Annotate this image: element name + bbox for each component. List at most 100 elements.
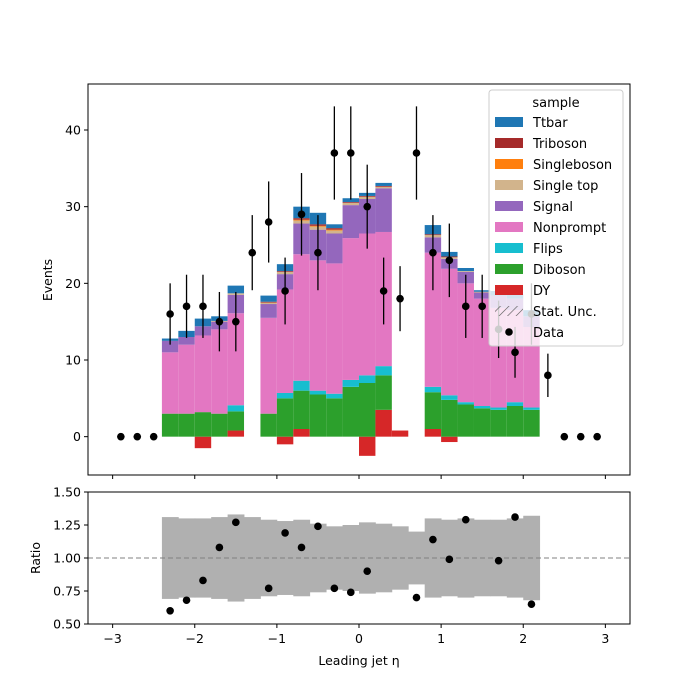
ratio-point <box>363 567 372 575</box>
ratio-point <box>330 584 339 593</box>
bar-nonprompt <box>227 313 245 406</box>
bar-signal <box>326 233 343 264</box>
data-point <box>396 294 404 303</box>
legend-label: Singleboson <box>533 158 612 173</box>
ratio-panel: 0.50 0.75 1.00 1.25 1.50 −3 −2 −1 0 1 2 3 Ratio Le… <box>28 485 631 668</box>
bar-flips <box>359 375 376 383</box>
legend: sample Ttbar Triboson Singleboson Single to… <box>488 89 624 347</box>
ratio-point <box>346 588 355 597</box>
y-tick-label: 1.50 <box>53 485 81 500</box>
stacked-histogram <box>161 182 540 456</box>
bar-triboson <box>326 228 343 230</box>
data-point <box>445 256 454 265</box>
bar-diboson <box>523 409 540 437</box>
uncertainty-band-segment <box>293 519 311 597</box>
bar-nonprompt <box>211 329 228 414</box>
bar-nonprompt <box>359 233 376 376</box>
bar-diboson <box>457 404 474 437</box>
bar-ttbar <box>227 285 245 294</box>
ratio-point <box>445 555 454 564</box>
bar-flips <box>506 402 524 406</box>
legend-title: sample <box>532 96 579 111</box>
data-point <box>248 248 257 257</box>
data-point <box>429 248 437 257</box>
data-point <box>149 432 158 441</box>
ratio-y-axis-label: Ratio <box>28 542 43 574</box>
bar-single-top <box>342 202 359 206</box>
y-tick-label: 20 <box>65 276 81 291</box>
bar-single-top <box>260 302 277 305</box>
bar-nonprompt <box>178 344 195 414</box>
bar-triboson <box>375 185 392 187</box>
bar-singleboson <box>326 229 343 231</box>
legend-item-singleboson: Singleboson <box>495 158 612 173</box>
bar-nonprompt <box>161 352 179 414</box>
bar-dy <box>391 430 409 437</box>
legend-item-signal: Signal <box>495 200 573 215</box>
data-point <box>264 218 273 226</box>
bar-diboson <box>276 398 294 437</box>
uncertainty-band-segment <box>375 523 393 593</box>
ratio-point <box>511 513 519 521</box>
legend-swatch <box>495 264 523 274</box>
legend-label: DY <box>533 284 550 299</box>
bar-diboson <box>359 383 376 437</box>
bar-flips <box>227 405 245 412</box>
bar-ttbar <box>326 224 343 229</box>
bar-diboson <box>161 413 179 437</box>
uncertainty-band-segment <box>276 521 294 595</box>
ratio-point <box>297 543 306 552</box>
x-axis-label: Leading jet η <box>318 653 399 668</box>
data-point <box>511 348 519 357</box>
ratio-point <box>232 518 240 527</box>
legend-label: Signal <box>533 200 573 215</box>
uncertainty-band-segment <box>309 523 327 593</box>
bar-dy <box>194 436 212 449</box>
bar-flips <box>276 392 294 399</box>
data-point <box>330 149 339 157</box>
bar-nonprompt <box>309 260 327 391</box>
bar-single-top <box>326 230 343 234</box>
legend-swatch <box>495 117 523 127</box>
bar-diboson <box>342 386 359 437</box>
legend-swatch <box>495 138 523 148</box>
legend-swatch <box>495 285 523 295</box>
legend-item-triboson: Triboson <box>495 137 587 152</box>
bar-flips <box>473 406 491 409</box>
ratio-point <box>199 576 207 585</box>
bar-ttbar <box>375 182 392 186</box>
legend-item-flips: Flips <box>495 242 563 257</box>
x-tick-label: −3 <box>103 631 121 646</box>
bar-nonprompt <box>293 254 310 381</box>
data-point <box>478 302 486 311</box>
legend-label: Nonprompt <box>533 221 606 236</box>
main-y-axis: 0 10 20 30 40 <box>65 123 88 444</box>
x-tick-label: 2 <box>519 631 527 646</box>
bar-flips <box>523 407 540 410</box>
bar-flips <box>342 379 359 387</box>
legend-swatch-hatch <box>495 306 523 316</box>
legend-swatch <box>495 243 523 253</box>
bar-nonprompt <box>424 252 442 387</box>
bar-dy <box>293 429 310 437</box>
bar-dy <box>359 436 376 456</box>
ratio-point <box>494 556 503 565</box>
ratio-point <box>215 543 224 552</box>
bar-single-top <box>375 186 392 189</box>
data-point <box>117 432 125 441</box>
y-tick-label: 0 <box>73 429 81 444</box>
bar-ttbar <box>342 198 359 203</box>
bar-dy <box>424 429 442 437</box>
main-x-ticks <box>112 475 606 479</box>
legend-item-single-top: Single top <box>495 179 598 194</box>
data-point <box>461 302 470 311</box>
legend-swatch <box>495 201 523 211</box>
legend-label: Ttbar <box>532 116 568 131</box>
bar-triboson <box>342 202 359 203</box>
x-tick-label: 3 <box>601 631 609 646</box>
data-point <box>576 432 585 441</box>
legend-label: Triboson <box>532 137 587 152</box>
legend-swatch <box>495 222 523 232</box>
bar-diboson <box>227 411 245 431</box>
